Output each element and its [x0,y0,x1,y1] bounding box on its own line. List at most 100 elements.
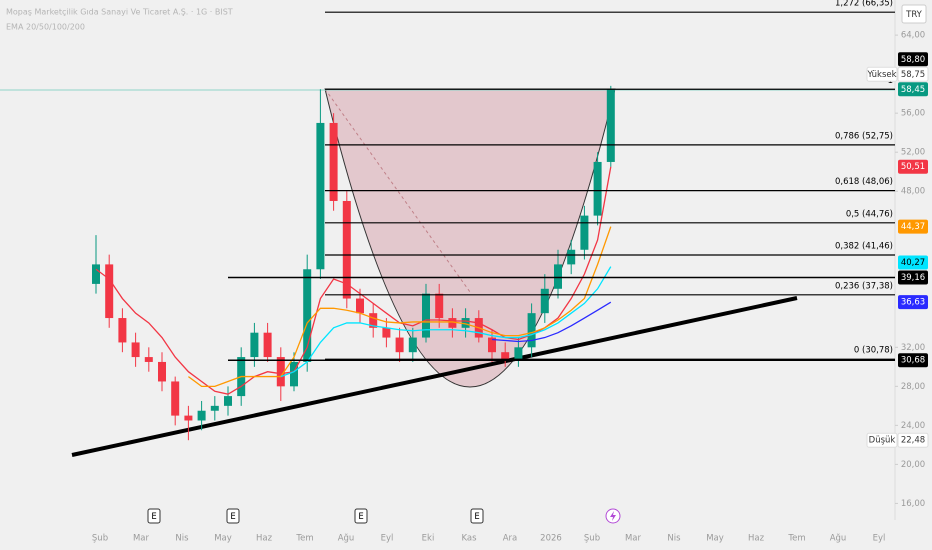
candle-body [250,332,259,358]
price-badge [898,295,928,310]
x-tick-label: Nis [175,534,189,544]
candle-body [263,332,272,358]
price-badge [898,255,928,270]
x-tick-label: Ağu [830,534,847,544]
price-badge-label: 58,45 [901,85,925,95]
x-tick-label: Ara [503,534,518,544]
price-badge-label: 44,37 [901,222,925,232]
y-tick-label: 32,00 [901,343,925,353]
candle-body [527,313,536,348]
x-tick-label: Eyl [381,534,394,544]
y-tick-label: 24,00 [901,421,925,431]
candle-body [395,337,404,353]
event-marker[interactable] [354,508,368,524]
candle-body [593,161,602,216]
fib-label: 0,382 (41,46) [835,242,893,252]
fib-label: 1,272 (66,35) [835,0,893,9]
price-badge [898,82,928,97]
x-tick-label: Şub [584,534,600,544]
x-tick-label: Ağu [338,534,355,544]
trend-line [71,296,798,457]
event-label: E [230,512,235,522]
candle-body [316,122,325,270]
price-badge [898,219,928,234]
event-label: E [151,512,156,522]
candle-body [290,361,298,387]
y-tick-label: 52,00 [901,148,925,158]
y-tick-label: 56,00 [901,109,925,119]
price-badge-label: 36,63 [901,298,925,308]
price-tag: Düşük [869,436,896,446]
candle-body [210,405,219,411]
y-tick-label: 20,00 [901,460,925,470]
event-label: E [474,512,479,522]
price-badge [898,353,928,368]
x-tick-label: Tem [787,534,805,544]
price-badge [897,432,929,448]
candle-body [184,415,193,421]
event-label: E [358,512,363,522]
candle-body [554,264,562,289]
event-marker[interactable] [226,508,240,524]
candle-body [461,318,470,328]
y-tick-label: 64,00 [901,31,925,41]
x-tick-label: May [214,534,232,544]
candle-body [540,288,549,314]
candle-body [435,293,444,319]
x-tick-label: Şub [92,534,108,544]
fib-label: 0 (30,78) [854,346,893,356]
candle-body [514,347,523,360]
price-badge-label: 58,80 [901,55,925,65]
x-tick-label: Eyl [873,534,886,544]
y-tick-label: 28,00 [901,382,925,392]
x-tick-label: May [706,534,724,544]
price-badge-label: 30,68 [901,356,925,366]
candle-body [422,293,430,338]
candle-body [382,327,391,338]
candle-body [276,357,285,387]
candle-body [369,313,378,328]
candle-body [144,357,153,362]
event-marker[interactable] [470,508,484,524]
currency: TRY [905,10,923,20]
candle-body [131,342,140,358]
ema-line [491,301,612,343]
x-tick-label: Haz [256,534,273,544]
candle-body [92,264,100,284]
candle-body [356,298,364,314]
price-tag-box [866,432,898,448]
ema-line [188,226,612,387]
candle-body [448,318,457,328]
x-tick-label: Nis [667,534,681,544]
price-badge [898,52,928,67]
candle-body [303,269,312,362]
price-tag: Yüksek [866,70,896,80]
candle-body [501,352,510,360]
x-tick-label: Haz [748,534,765,544]
y-tick-label: 16,00 [901,499,925,509]
currency-box[interactable] [901,4,927,24]
candle-body [408,337,417,353]
dividend-icon-bolt [610,511,616,521]
candle-body [606,89,615,162]
candle-body [118,318,127,343]
price-badge [897,66,929,82]
event-marker[interactable] [147,508,161,524]
price-badge [898,270,928,285]
price-badge-label: 39,16 [901,273,925,283]
candle-body [171,381,180,416]
candle-body [488,337,496,353]
price-badge-label: 58,75 [901,70,925,80]
candle-body [342,200,351,299]
fib-label: 0,618 (48,06) [835,177,893,187]
price-badge-label: 40,27 [901,258,925,268]
fib-label: 0,5 (44,76) [846,209,893,219]
candle-body [197,410,206,421]
symbol-title: Mopaş Marketçilik Gıda Sanayi Ve Ticaret… [6,8,233,17]
price-tag-box [866,66,898,82]
fib-label: 0,786 (52,75) [835,131,893,141]
price-badge-label: 50,51 [901,162,925,172]
x-tick-label: Mar [625,534,642,544]
candle-body [224,396,232,406]
